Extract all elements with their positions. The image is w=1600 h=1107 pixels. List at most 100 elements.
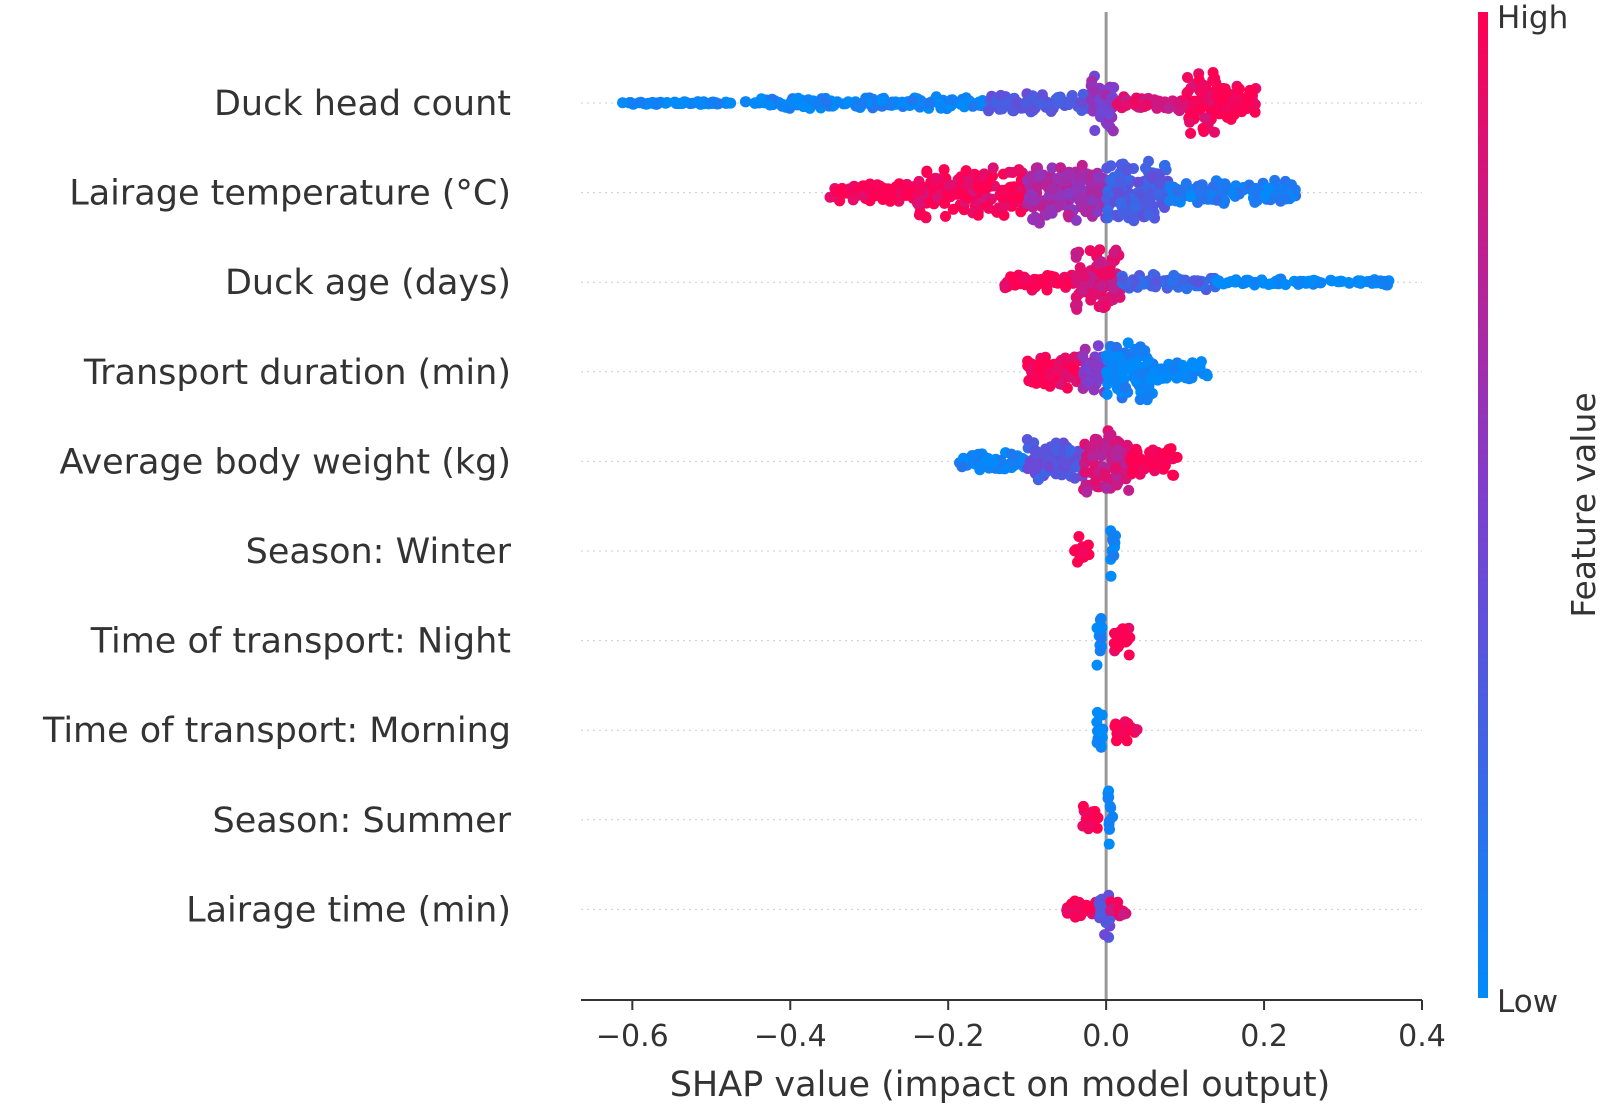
- shap-point: [1140, 162, 1151, 174]
- shap-point: [1101, 162, 1113, 174]
- shap-point: [1062, 187, 1074, 199]
- shap-point: [676, 98, 688, 109]
- shap-point: [652, 98, 663, 110]
- shap-point: [1041, 284, 1053, 296]
- beeswarm-points: [617, 67, 1395, 943]
- shap-point: [660, 97, 672, 109]
- feature-swarm: [1061, 889, 1132, 943]
- shap-point: [863, 183, 874, 194]
- shap-point: [1096, 622, 1108, 634]
- shap-point: [764, 99, 776, 111]
- shap-point: [1128, 215, 1140, 227]
- shap-point: [1099, 468, 1111, 480]
- shap-point: [1040, 357, 1052, 369]
- shap-point: [1095, 632, 1107, 644]
- feature-label: Lairage temperature (°C): [69, 174, 511, 214]
- shap-point: [967, 100, 979, 112]
- shap-point: [938, 164, 950, 176]
- shap-point: [1031, 181, 1043, 193]
- shap-point: [1258, 190, 1270, 202]
- shap-point: [1041, 270, 1053, 281]
- shap-point: [1163, 102, 1174, 114]
- shap-point: [1077, 547, 1089, 559]
- shap-point: [1123, 484, 1135, 496]
- shap-point: [1326, 275, 1338, 287]
- shap-point: [1018, 274, 1030, 286]
- shap-point: [1155, 363, 1167, 375]
- feature-label: Lairage time (min): [186, 890, 511, 930]
- shap-point: [945, 94, 957, 106]
- shap-point: [1005, 182, 1017, 193]
- shap-point: [1153, 178, 1165, 190]
- shap-point: [1197, 122, 1209, 134]
- shap-point: [1111, 341, 1122, 353]
- shap-point: [1046, 184, 1058, 195]
- colorbar-gradient: [1478, 12, 1488, 998]
- shap-point: [1217, 94, 1229, 106]
- x-tick-label: −0.2: [912, 1019, 985, 1054]
- shap-point: [1233, 83, 1245, 95]
- shap-point: [1034, 169, 1046, 181]
- shap-point: [1065, 444, 1077, 456]
- shap-point: [939, 197, 950, 209]
- shap-point: [821, 97, 833, 109]
- shap-point: [1055, 162, 1066, 174]
- shap-point: [1052, 277, 1064, 289]
- shap-point: [1062, 209, 1074, 221]
- feature-swarm: [954, 425, 1183, 498]
- shap-point: [921, 165, 933, 177]
- shap-point: [956, 461, 968, 473]
- shap-point: [1100, 441, 1112, 453]
- feature-swarm: [1091, 706, 1143, 753]
- shap-point: [935, 102, 947, 114]
- shap-point: [1096, 280, 1108, 292]
- shap-point: [1051, 173, 1063, 185]
- shap-point: [1171, 185, 1183, 197]
- shap-point: [1185, 191, 1196, 203]
- shap-point: [1102, 792, 1114, 804]
- shap-point: [1115, 197, 1127, 208]
- shap-point: [1105, 905, 1116, 916]
- shap-point: [1117, 272, 1128, 284]
- shap-point: [1000, 97, 1012, 109]
- shap-point: [1207, 67, 1219, 78]
- shap-point: [1036, 89, 1048, 101]
- shap-point: [1003, 166, 1015, 178]
- shap-point: [1052, 92, 1064, 103]
- shap-point: [1365, 276, 1377, 288]
- shap-point: [1089, 125, 1101, 136]
- shap-point: [847, 194, 859, 206]
- shap-point: [1085, 441, 1097, 453]
- shap-point: [1195, 102, 1207, 114]
- shap-point: [943, 180, 955, 192]
- shap-point: [1158, 448, 1170, 460]
- shap-point: [1180, 178, 1192, 190]
- shap-point: [1117, 908, 1129, 920]
- shap-point: [1074, 179, 1085, 191]
- shap-point: [1120, 99, 1132, 111]
- shap-point: [999, 200, 1011, 212]
- shap-point: [1121, 165, 1133, 177]
- shap-point: [1144, 192, 1156, 204]
- shap-point: [1076, 199, 1088, 211]
- shap-point: [987, 162, 999, 174]
- shap-point: [1028, 460, 1040, 472]
- shap-point: [972, 209, 984, 221]
- shap-point: [1100, 917, 1112, 929]
- shap-point: [1129, 201, 1141, 213]
- x-axis: −0.6 −0.4 −0.2 0.0 0.2 0.4: [581, 999, 1446, 1054]
- shap-point: [1063, 169, 1075, 181]
- x-tick-label: 0.4: [1398, 1019, 1446, 1054]
- shap-point: [1107, 530, 1119, 542]
- shap-point: [1033, 473, 1045, 485]
- shap-point: [1076, 170, 1088, 182]
- shap-point: [1280, 193, 1291, 205]
- shap-point: [1192, 276, 1204, 288]
- feature-swarm: [1022, 337, 1213, 406]
- shap-point: [1152, 374, 1164, 386]
- shap-point: [830, 185, 842, 197]
- shap-point: [1184, 116, 1196, 128]
- shap-point: [1194, 361, 1206, 373]
- shap-point: [1077, 350, 1089, 362]
